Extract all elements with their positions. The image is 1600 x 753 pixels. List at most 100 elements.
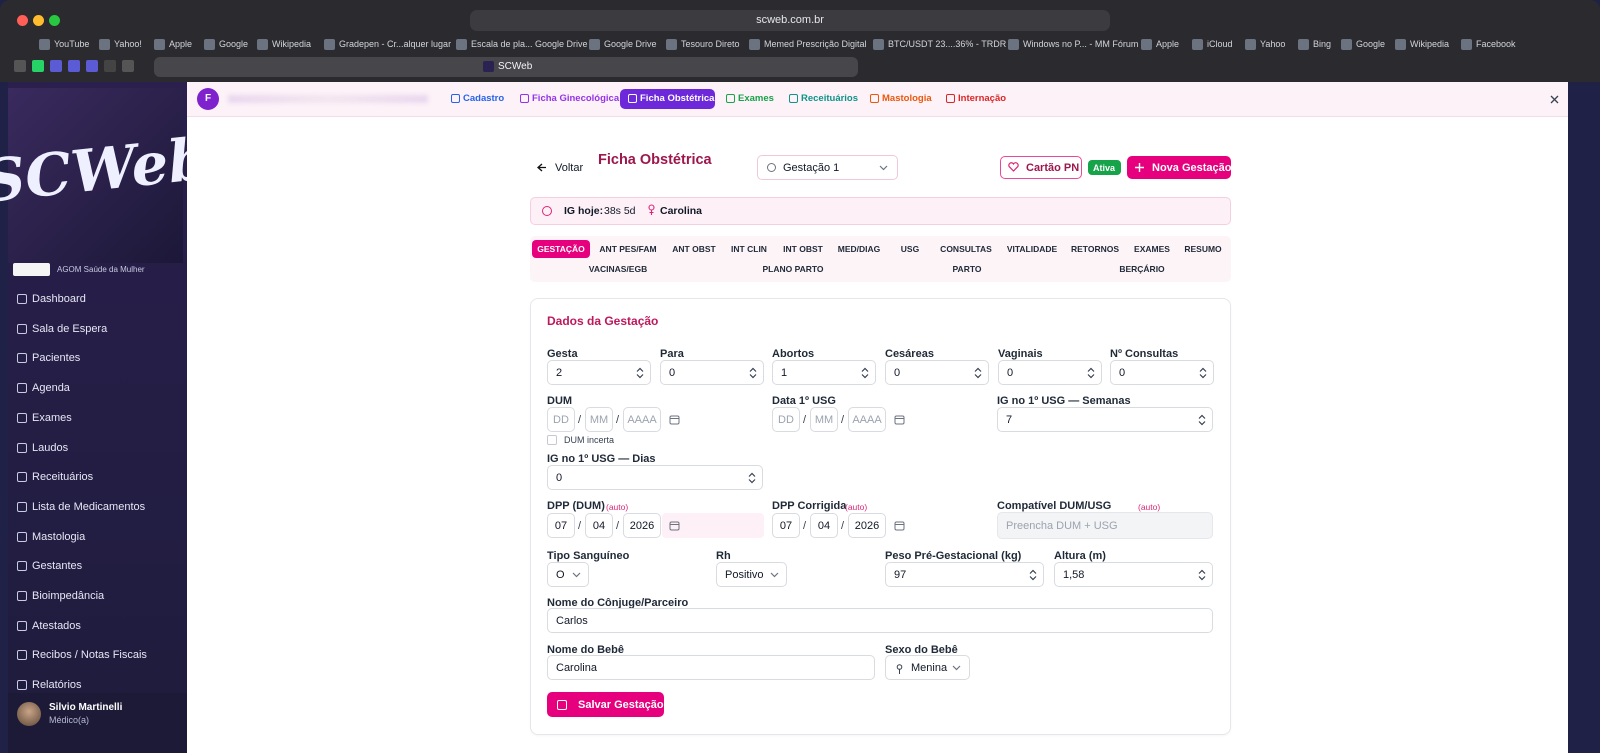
bookmark[interactable]: Google Drive (604, 39, 657, 49)
module-tab[interactable]: Ficha Ginecológica (532, 93, 620, 104)
window-control[interactable] (33, 15, 44, 26)
module-tab[interactable]: Cadastro (463, 93, 505, 104)
module-tab[interactable]: Receituários (801, 93, 859, 104)
section-tab[interactable]: INT OBST (783, 244, 823, 254)
number-input[interactable] (997, 407, 1213, 432)
bookmark[interactable]: Google (219, 39, 249, 49)
bookmark[interactable]: Apple (1156, 39, 1180, 49)
module-tab[interactable]: Ficha Obstétrica (640, 93, 715, 104)
menu-item[interactable]: Recibos / Notas Fiscais (32, 649, 147, 662)
pinned-tab[interactable] (32, 60, 44, 72)
bookmark[interactable]: Apple (169, 39, 193, 49)
menu-item[interactable]: Dashboard (32, 293, 86, 305)
number-input[interactable] (885, 360, 989, 385)
section-tab[interactable]: EXAMES (1134, 244, 1170, 254)
date-part[interactable] (810, 513, 838, 538)
pinned-tab[interactable] (50, 60, 62, 72)
checkbox[interactable] (547, 435, 557, 445)
number-input[interactable] (772, 360, 876, 385)
section-tab[interactable]: ANT OBST (672, 244, 716, 254)
text-input[interactable] (547, 655, 875, 680)
menu-item[interactable]: Agenda (32, 382, 70, 395)
menu-item[interactable]: Bioimpedância (32, 590, 105, 602)
section-tab[interactable]: USG (900, 244, 920, 254)
bookmark[interactable]: BTC/USDT 23....36% - TRDR (888, 39, 1007, 49)
number-input[interactable] (660, 360, 764, 385)
select[interactable] (547, 562, 589, 587)
new-button[interactable] (1127, 156, 1231, 179)
section-tab[interactable]: MED/DIAG (837, 244, 881, 254)
section-tab[interactable]: GESTAÇÃO (537, 244, 585, 254)
menu-item[interactable]: Atestados (32, 619, 81, 632)
section-tab[interactable]: RESUMO (1184, 244, 1222, 254)
number-input[interactable] (547, 465, 763, 490)
pinned-tab[interactable] (104, 60, 116, 72)
bookmark[interactable]: Google (1356, 39, 1386, 49)
section-tab[interactable]: VITALIDADE (1006, 244, 1058, 254)
date-part[interactable] (623, 513, 661, 538)
select[interactable] (885, 655, 970, 680)
module-tab[interactable]: Exames (738, 93, 774, 104)
module-tab[interactable]: Mastologia (882, 93, 932, 104)
section-tab[interactable]: ANT PES/FAM (599, 244, 657, 254)
date-part[interactable] (810, 407, 838, 432)
menu-item[interactable]: Exames (32, 411, 72, 424)
bookmark[interactable]: Bing (1313, 39, 1332, 49)
pinned-tab[interactable] (68, 60, 80, 72)
active-module-tab[interactable] (620, 89, 715, 109)
menu-item[interactable]: Relatórios (32, 679, 82, 692)
date-part[interactable] (772, 513, 800, 538)
menu-item[interactable]: Sala de Espera (32, 322, 108, 335)
date-part[interactable] (585, 513, 613, 538)
bookmark[interactable]: iCloud (1207, 39, 1233, 49)
date-part[interactable] (848, 513, 886, 538)
date-part[interactable] (623, 407, 661, 432)
number-input[interactable] (998, 360, 1102, 385)
number-input[interactable] (885, 562, 1044, 587)
section-tab[interactable]: INT CLIN (731, 244, 767, 254)
active-tab[interactable] (154, 57, 858, 77)
bookmark[interactable]: Wikipedia (1410, 39, 1450, 49)
text-input[interactable] (547, 608, 1213, 633)
select[interactable] (716, 562, 787, 587)
card-button[interactable] (1000, 156, 1082, 179)
address-bar[interactable] (470, 10, 1110, 31)
bookmark[interactable]: YouTube (54, 39, 90, 49)
number-input[interactable] (1110, 360, 1214, 385)
bookmark[interactable]: Escala de pla... Google Drive (471, 39, 588, 49)
bookmark[interactable]: Gradepen - Cr...alquer lugar (339, 39, 452, 49)
number-input[interactable] (547, 360, 651, 385)
pinned-tab[interactable] (122, 60, 134, 72)
pinned-tab[interactable] (86, 60, 98, 72)
date-part[interactable] (585, 407, 613, 432)
date-part[interactable] (848, 407, 886, 432)
section-tab[interactable]: VACINAS/EGB (588, 264, 648, 274)
section-tab[interactable]: PARTO (952, 264, 982, 274)
section-tab[interactable]: BERÇÁRIO (1119, 264, 1165, 274)
active-section-tab[interactable] (532, 240, 590, 258)
section-tab[interactable]: PLANO PARTO (762, 264, 824, 274)
bookmark[interactable]: Yahoo! (114, 39, 142, 49)
bookmark[interactable]: Wikipedia (272, 39, 312, 49)
menu-item[interactable]: Lista de Medicamentos (32, 500, 146, 513)
window-control[interactable] (17, 15, 28, 26)
bookmark[interactable]: Windows no P... - MM Fórum (1023, 39, 1139, 49)
date-part[interactable] (547, 513, 575, 538)
bookmark[interactable]: Tesouro Direto (681, 39, 740, 49)
pregnancy-select[interactable] (757, 155, 898, 180)
window-control[interactable] (49, 15, 60, 26)
bookmark[interactable]: Facebook (1476, 39, 1516, 49)
menu-item[interactable]: Pacientes (32, 352, 81, 365)
date-part[interactable] (547, 407, 575, 432)
menu-item[interactable]: Gestantes (32, 560, 83, 573)
section-tab[interactable]: RETORNOS (1070, 244, 1120, 254)
menu-item[interactable]: Mastologia (32, 530, 86, 543)
menu-item[interactable]: Receituários (32, 471, 94, 484)
bookmark[interactable]: Memed Prescrição Digital (764, 39, 867, 49)
back-button[interactable]: Voltar (555, 162, 584, 174)
pinned-tab[interactable] (14, 60, 26, 72)
section-tab[interactable]: CONSULTAS (940, 244, 992, 254)
number-input[interactable] (1054, 562, 1213, 587)
module-tab[interactable]: Internação (958, 93, 1007, 104)
date-part[interactable] (772, 407, 800, 432)
